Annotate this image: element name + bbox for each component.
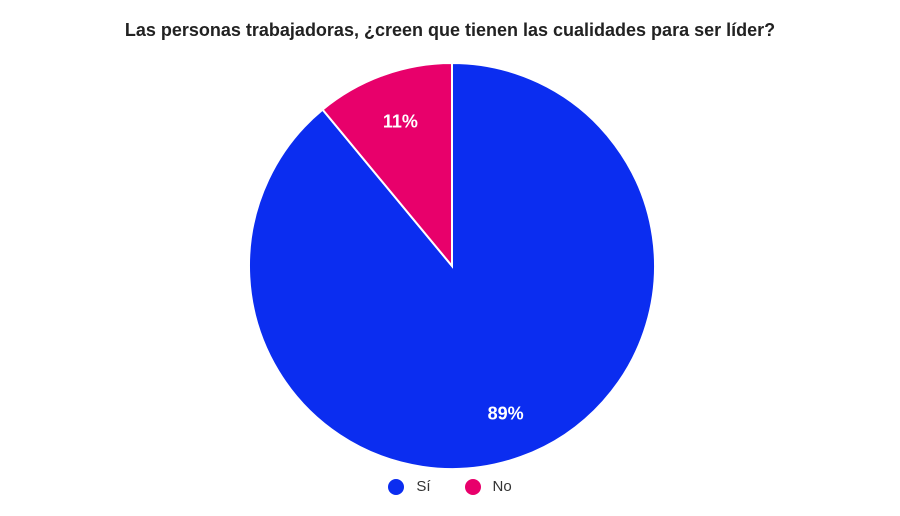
legend-swatch-si [388, 478, 405, 495]
legend-item-no[interactable]: No [464, 478, 512, 495]
data-label-no: 11% [383, 112, 418, 132]
data-label-si: 89% [488, 404, 524, 424]
pie-slice-no[interactable] [321, 61, 453, 269]
legend: Sí No [0, 478, 900, 495]
legend-label-si: Sí [416, 478, 431, 495]
legend-swatch-no [464, 478, 481, 495]
chart-title: Las personas trabajadoras, ¿creen que ti… [124, 20, 776, 40]
legend-item-si[interactable]: Sí [388, 478, 431, 495]
legend-label-no: No [492, 478, 512, 495]
